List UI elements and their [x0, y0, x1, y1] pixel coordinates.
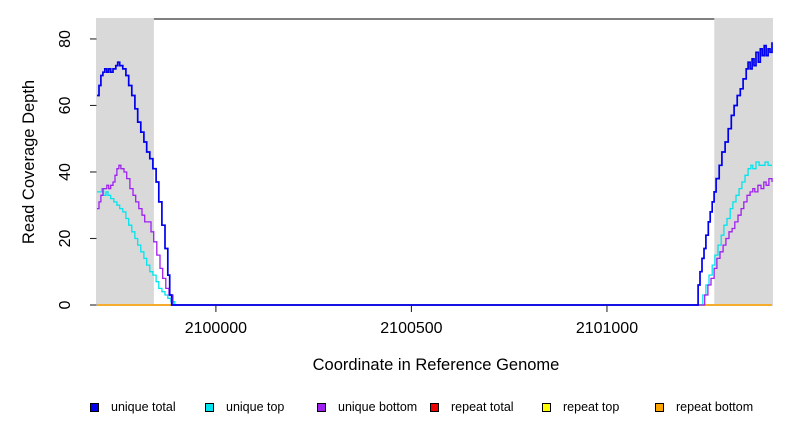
- x-tick-label: 2100000: [185, 320, 247, 337]
- x-axis-title: Coordinate in Reference Genome: [313, 356, 560, 374]
- legend-label: repeat bottom: [676, 400, 754, 414]
- y-tick-label: 80: [57, 30, 74, 48]
- legend-swatch-icon: [90, 402, 99, 412]
- shaded-region: [714, 18, 773, 306]
- legend-item-unique-bottom: unique bottom: [317, 396, 417, 418]
- legend-swatch-icon: [430, 402, 439, 412]
- legend-label: unique top: [226, 400, 285, 414]
- legend-item-repeat-top: repeat top: [542, 396, 619, 418]
- shaded-region: [96, 18, 154, 306]
- x-tick-label: 2100500: [380, 320, 442, 337]
- legend: unique total unique top unique bottom repea…: [0, 396, 792, 422]
- axes: 2100000 2100500 2101000 0 20 40 60 80: [57, 30, 638, 337]
- shaded-regions: [96, 18, 773, 306]
- series-line-unique-bottom: [97, 164, 773, 306]
- legend-item-repeat-total: repeat total: [430, 396, 514, 418]
- plot-box: [96, 18, 773, 306]
- legend-swatch-icon: [542, 402, 551, 412]
- legend-label: unique bottom: [338, 400, 418, 414]
- legend-label: repeat total: [451, 400, 514, 414]
- legend-swatch-icon: [205, 402, 214, 412]
- legend-swatch-icon: [655, 402, 664, 412]
- y-tick-label: 40: [57, 163, 74, 181]
- plot-border: [96, 18, 773, 306]
- y-axis-title: Read Coverage Depth: [20, 80, 38, 244]
- x-tick-label: 2101000: [576, 320, 638, 337]
- legend-label: repeat top: [563, 400, 620, 414]
- coverage-lines: [97, 42, 773, 306]
- y-tick-label: 20: [57, 229, 74, 247]
- series-line-unique-top: [97, 161, 772, 306]
- legend-label: unique total: [111, 400, 176, 414]
- y-tick-label: 0: [57, 300, 74, 309]
- legend-item-unique-top: unique top: [205, 396, 284, 418]
- y-tick-label: 60: [57, 96, 74, 114]
- legend-swatch-icon: [317, 402, 326, 412]
- series-line-unique-total: [97, 42, 773, 306]
- legend-item-unique-total: unique total: [90, 396, 176, 418]
- legend-item-repeat-bottom: repeat bottom: [655, 396, 753, 418]
